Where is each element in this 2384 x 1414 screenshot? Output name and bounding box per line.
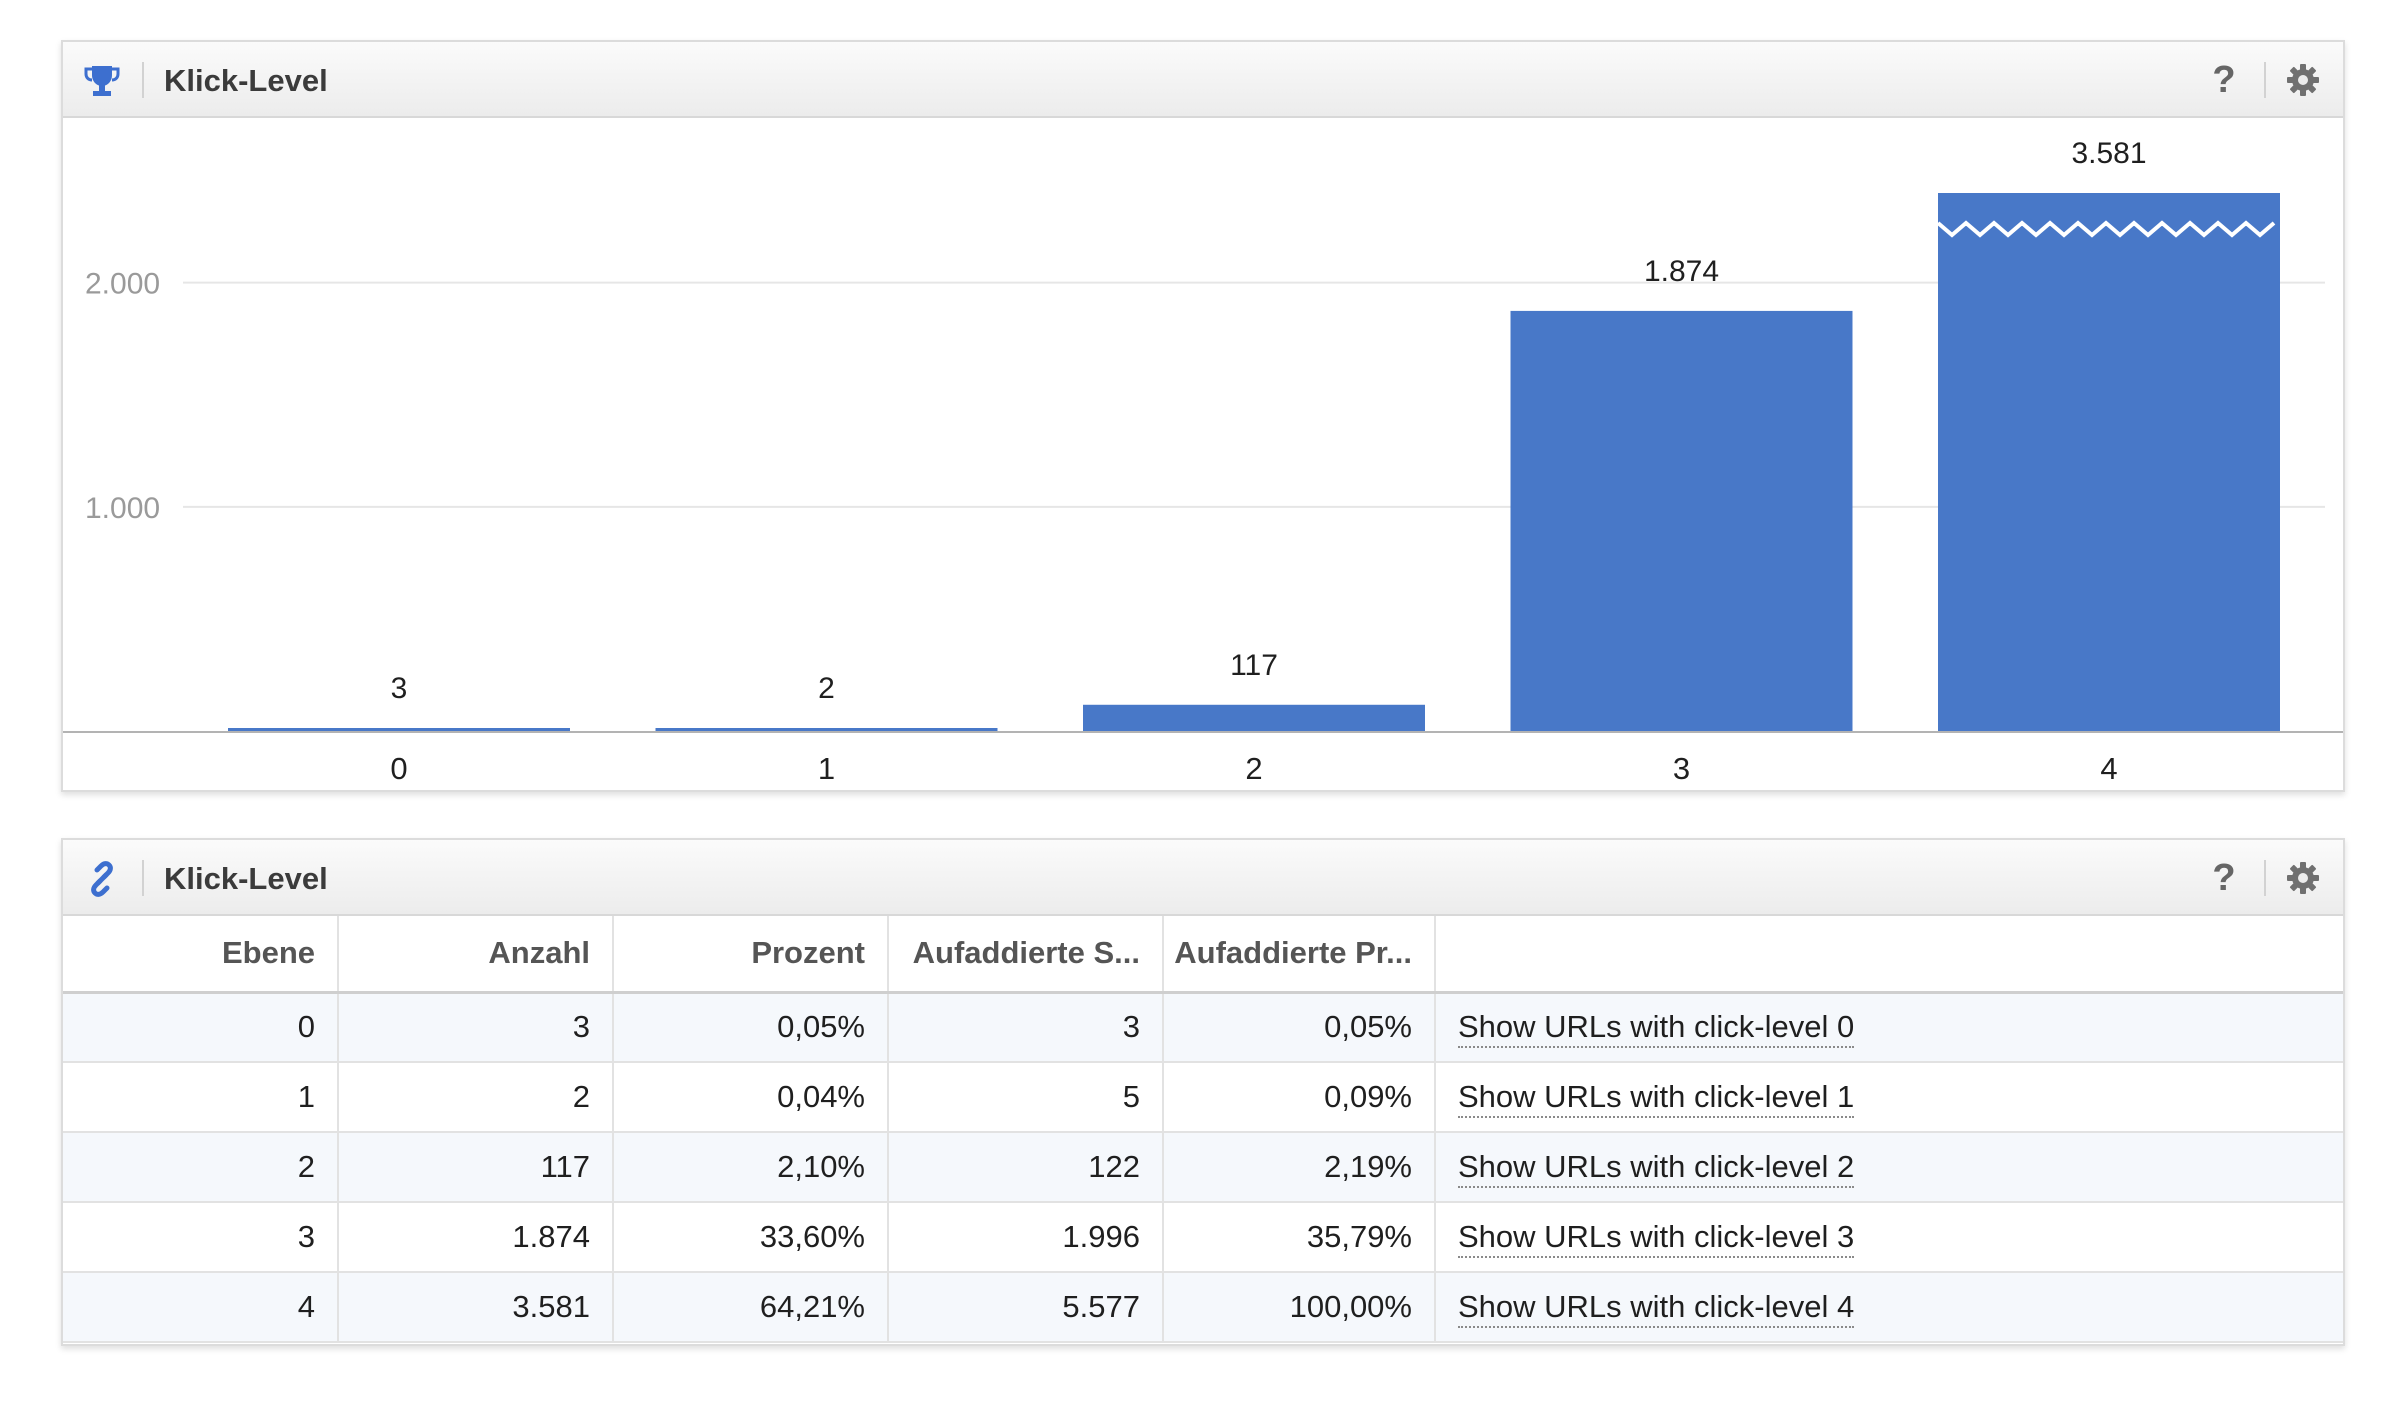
help-button[interactable]: ? xyxy=(2212,59,2236,101)
show-urls-link[interactable]: Show URLs with click-level 2 xyxy=(1458,1149,1855,1188)
show-urls-link[interactable]: Show URLs with click-level 4 xyxy=(1458,1289,1855,1328)
cell-link: Show URLs with click-level 3 xyxy=(1435,1202,2343,1273)
cell-cumulative-sum: 5.577 xyxy=(888,1272,1164,1343)
cell-cumulative-sum: 3 xyxy=(888,992,1164,1063)
table-row: 0 3 0,05% 3 0,05% Show URLs with click-l… xyxy=(63,992,2343,1063)
cell-level: 3 xyxy=(63,1202,339,1273)
gear-icon[interactable] xyxy=(2285,62,2321,98)
cell-link: Show URLs with click-level 0 xyxy=(1435,992,2343,1063)
bar xyxy=(1938,193,2280,731)
chart-panel: Klick-Level ? 1.000 2.000 3 0 2 1 117 2 1.874 3 3.… xyxy=(61,40,2345,792)
table-panel: Klick-Level ? Ebene xyxy=(61,838,2345,1346)
bar-value-label: 3 xyxy=(391,672,408,705)
table-panel-title: Klick-Level xyxy=(164,861,328,896)
x-tick-label: 0 xyxy=(390,751,407,786)
table-panel-header: Klick-Level ? xyxy=(63,840,2343,916)
cell-percent: 2,10% xyxy=(613,1132,889,1203)
cell-count: 2 xyxy=(338,1062,614,1133)
bar-value-label: 1.874 xyxy=(1644,255,1719,288)
x-tick-label: 4 xyxy=(2100,751,2117,786)
cell-cumulative-sum: 122 xyxy=(888,1132,1164,1203)
column-header-prozent[interactable]: Prozent xyxy=(613,916,889,994)
cell-cumulative-sum: 1.996 xyxy=(888,1202,1164,1273)
cell-cumulative-percent: 2,19% xyxy=(1163,1132,1436,1203)
bar xyxy=(1510,310,1853,731)
axis-break-marker xyxy=(1936,220,2276,238)
header-separator xyxy=(142,860,144,896)
column-header-ebene[interactable]: Ebene xyxy=(63,916,339,994)
cell-cumulative-percent: 35,79% xyxy=(1163,1202,1436,1273)
cell-count: 3.581 xyxy=(338,1272,614,1343)
column-header-cumulative-percent[interactable]: Aufaddierte Pr... xyxy=(1163,916,1436,994)
cell-link: Show URLs with click-level 2 xyxy=(1435,1132,2343,1203)
cell-cumulative-percent: 100,00% xyxy=(1163,1272,1436,1343)
cell-cumulative-percent: 0,05% xyxy=(1163,992,1436,1063)
cell-link: Show URLs with click-level 1 xyxy=(1435,1062,2343,1133)
header-separator xyxy=(2264,860,2266,896)
y-tick-label: 1.000 xyxy=(85,492,160,525)
cell-cumulative-percent: 0,09% xyxy=(1163,1062,1436,1133)
table-row: 4 3.581 64,21% 5.577 100,00% Show URLs w… xyxy=(63,1272,2343,1343)
cell-count: 1.874 xyxy=(338,1202,614,1273)
header-separator xyxy=(142,62,144,98)
column-header-anzahl[interactable]: Anzahl xyxy=(338,916,614,994)
show-urls-link[interactable]: Show URLs with click-level 0 xyxy=(1458,1009,1855,1049)
x-tick-label: 1 xyxy=(818,751,835,786)
bar xyxy=(1083,704,1425,731)
x-tick-label: 3 xyxy=(1673,751,1690,786)
show-urls-link[interactable]: Show URLs with click-level 3 xyxy=(1458,1219,1855,1258)
cell-link: Show URLs with click-level 4 xyxy=(1435,1272,2343,1343)
link-icon xyxy=(91,861,113,897)
trophy-icon xyxy=(84,66,120,96)
chart-panel-header: Klick-Level ? xyxy=(63,42,2343,118)
gear-icon[interactable] xyxy=(2285,860,2321,896)
column-header-link xyxy=(1435,916,2343,994)
cell-level: 1 xyxy=(63,1062,339,1133)
show-urls-link[interactable]: Show URLs with click-level 1 xyxy=(1458,1079,1855,1118)
click-level-table: Ebene Anzahl Prozent Aufaddierte S... Au… xyxy=(63,916,2343,1343)
cell-percent: 0,04% xyxy=(613,1062,889,1133)
table-header-row: Ebene Anzahl Prozent Aufaddierte S... Au… xyxy=(63,916,2343,994)
bar xyxy=(228,728,570,731)
cell-level: 0 xyxy=(63,992,339,1063)
cell-level: 4 xyxy=(63,1272,339,1343)
cell-percent: 64,21% xyxy=(613,1272,889,1343)
header-separator xyxy=(2264,62,2266,98)
bar-value-label: 117 xyxy=(1230,649,1278,682)
table-row: 1 2 0,04% 5 0,09% Show URLs with click-l… xyxy=(63,1062,2343,1133)
x-tick-label: 2 xyxy=(1245,751,1262,786)
table-row: 3 1.874 33,60% 1.996 35,79% Show URLs wi… xyxy=(63,1202,2343,1273)
bar-value-label: 3.581 xyxy=(2071,137,2146,170)
cell-cumulative-sum: 5 xyxy=(888,1062,1164,1133)
chart-panel-title: Klick-Level xyxy=(164,63,328,98)
column-header-cumulative-sum[interactable]: Aufaddierte S... xyxy=(888,916,1164,994)
help-button[interactable]: ? xyxy=(2212,857,2236,899)
bar-chart: 1.000 2.000 3 0 2 1 117 2 1.874 3 3.581 4 xyxy=(63,137,2343,786)
cell-percent: 33,60% xyxy=(613,1202,889,1273)
cell-count: 3 xyxy=(338,992,614,1063)
cell-level: 2 xyxy=(63,1132,339,1203)
bar xyxy=(655,728,998,731)
y-tick-label: 2.000 xyxy=(85,268,160,301)
cell-percent: 0,05% xyxy=(613,992,889,1063)
bar-value-label: 2 xyxy=(818,672,835,705)
table-row: 2 117 2,10% 122 2,19% Show URLs with cli… xyxy=(63,1132,2343,1203)
cell-count: 117 xyxy=(338,1132,614,1203)
